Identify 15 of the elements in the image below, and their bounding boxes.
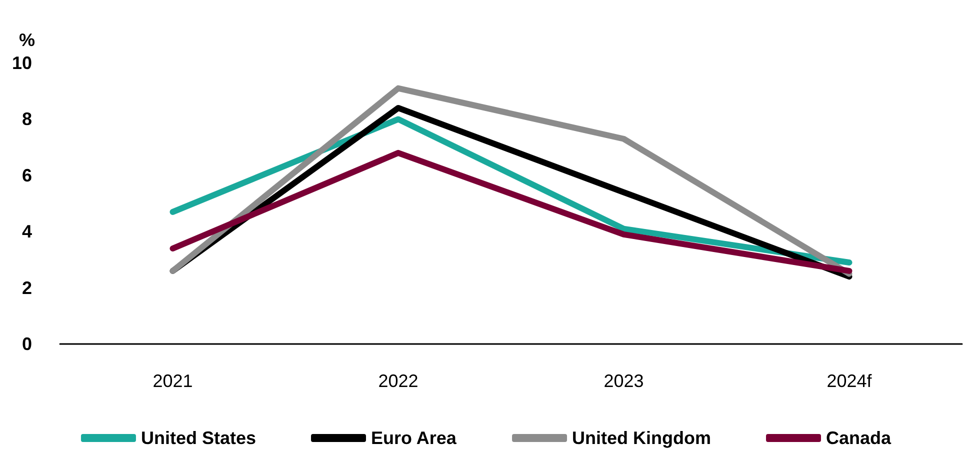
legend-label: United Kingdom xyxy=(572,428,712,448)
y-axis-title: % xyxy=(18,30,35,50)
y-tick-label: 10 xyxy=(12,53,32,73)
x-tick-label: 2022 xyxy=(378,371,418,391)
legend-label: United States xyxy=(140,428,256,448)
y-tick-label: 6 xyxy=(22,165,32,186)
x-tick-label: 2021 xyxy=(152,371,193,391)
y-tick-label: 2 xyxy=(22,278,32,298)
x-tick-label: 2023 xyxy=(604,371,644,391)
legend-label: Canada xyxy=(826,428,892,448)
y-tick-label: 8 xyxy=(22,109,32,130)
y-tick-label: 4 xyxy=(22,222,32,242)
y-tick-label: 0 xyxy=(22,334,32,354)
legend-label: Euro Area xyxy=(370,428,458,448)
x-tick-label: 2024f xyxy=(826,371,873,391)
